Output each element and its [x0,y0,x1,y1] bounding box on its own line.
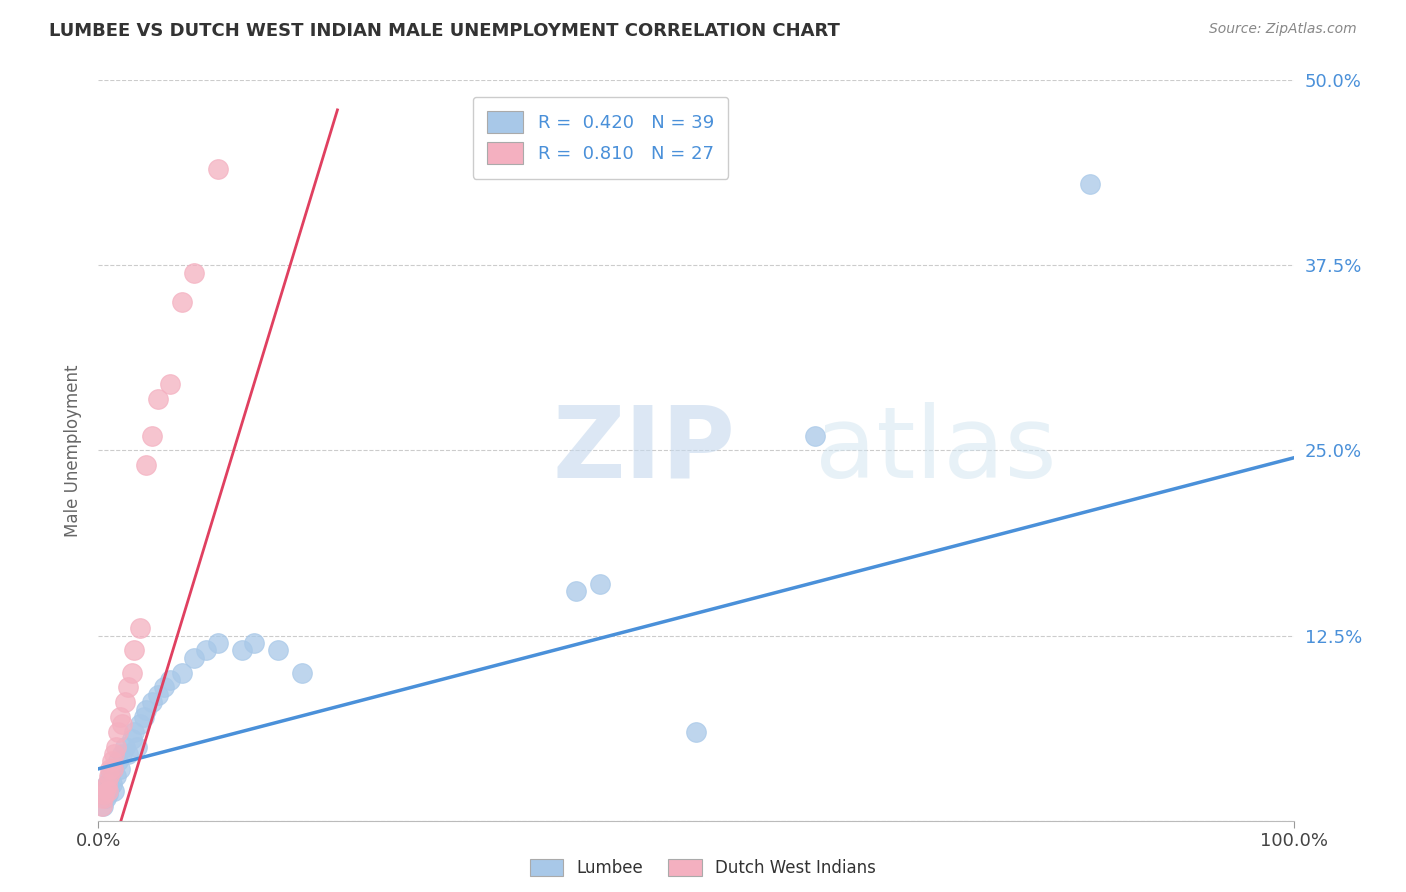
Point [804,428,827,442]
Text: Source: ZipAtlas.com: Source: ZipAtlas.com [1209,22,1357,37]
Point [291,665,314,680]
Point [135,703,157,717]
Point [96,776,118,791]
Point [100,776,122,791]
Point [267,643,290,657]
Point [148,392,170,406]
Point [132,710,155,724]
Point [91,798,114,813]
Point [101,762,124,776]
Point [93,784,115,798]
Point [98,780,121,795]
Point [98,769,121,783]
Point [98,762,122,776]
Point [114,695,136,709]
Point [97,784,120,798]
Point [141,428,163,442]
Point [114,739,136,754]
Point [207,162,229,177]
Point [107,755,129,769]
Point [98,769,122,783]
Point [243,636,266,650]
Legend: Lumbee, Dutch West Indians: Lumbee, Dutch West Indians [523,852,883,884]
Point [97,787,120,801]
Point [101,762,124,776]
Point [159,673,181,687]
Point [103,784,125,798]
Point [105,739,128,754]
Point [117,747,139,761]
Text: atlas: atlas [815,402,1057,499]
Point [125,739,148,754]
Point [103,747,125,761]
Point [108,762,131,776]
Point [129,717,152,731]
Point [135,458,157,473]
Point [124,724,146,739]
Point [121,732,143,747]
Point [141,695,163,709]
Point [111,717,134,731]
Point [124,643,146,657]
Point [172,665,194,680]
Point [183,266,205,280]
Point [105,769,128,783]
Point [159,376,181,391]
Point [121,665,143,680]
Point [94,780,117,795]
Point [685,724,707,739]
Point [91,798,114,813]
Point [195,643,218,657]
Legend: R =  0.420   N = 39, R =  0.810   N = 27: R = 0.420 N = 39, R = 0.810 N = 27 [472,96,728,178]
Point [107,724,129,739]
Point [96,776,118,791]
Point [108,710,131,724]
Point [565,584,588,599]
Point [148,688,170,702]
Point [117,681,139,695]
Point [94,791,117,805]
Point [589,576,612,591]
Point [1080,177,1102,191]
Point [172,295,194,310]
Point [100,755,122,769]
Point [183,650,205,665]
Point [93,787,115,801]
Text: ZIP: ZIP [553,402,735,499]
Point [91,791,114,805]
Text: LUMBEE VS DUTCH WEST INDIAN MALE UNEMPLOYMENT CORRELATION CHART: LUMBEE VS DUTCH WEST INDIAN MALE UNEMPLO… [49,22,841,40]
Point [207,636,229,650]
Point [231,643,253,657]
Point [111,747,134,761]
Point [129,621,152,635]
Y-axis label: Male Unemployment: Male Unemployment [65,364,83,537]
Point [153,681,176,695]
